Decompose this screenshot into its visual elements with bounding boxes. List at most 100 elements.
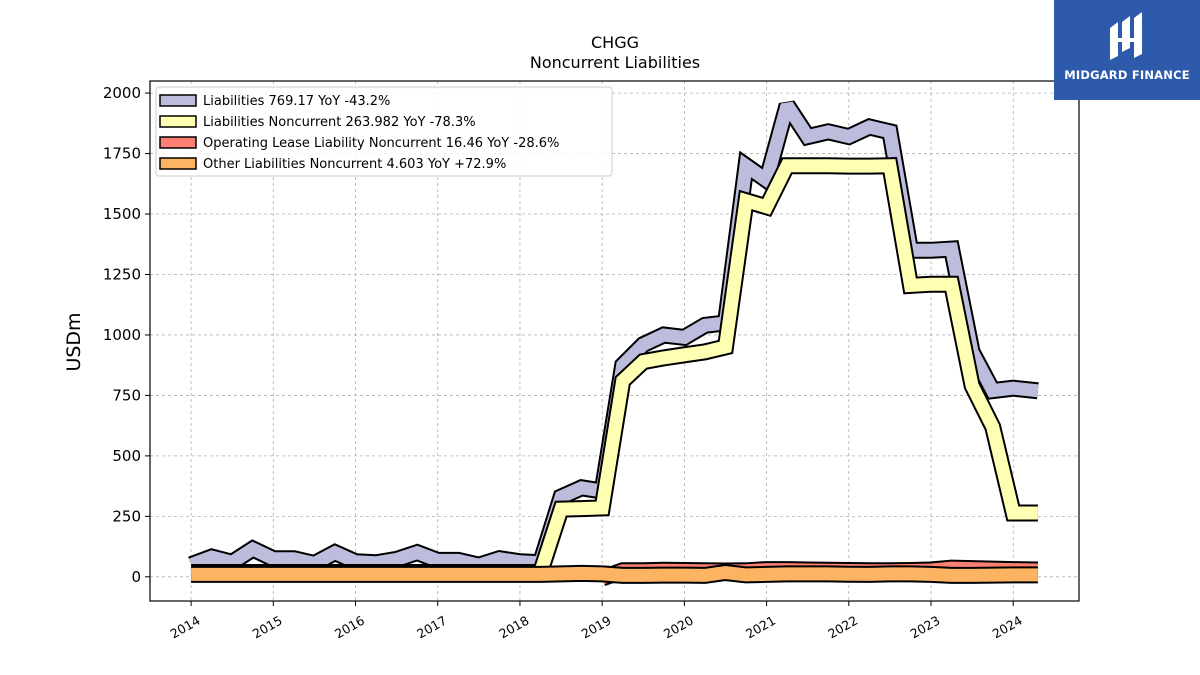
series-line-3 [191, 565, 1038, 582]
data-point [704, 325, 705, 326]
data-point [314, 574, 315, 575]
legend-swatch [159, 157, 197, 170]
legend-entry: Other Liabilities Noncurrent 4.603 YoY +… [203, 157, 506, 172]
data-point [499, 574, 500, 575]
chart-subtitle: Noncurrent Liabilities [530, 53, 700, 72]
y-tick-label: 1250 [103, 265, 141, 283]
series-layer [188, 100, 1039, 587]
data-point [293, 558, 294, 559]
data-point [232, 574, 233, 575]
plot-frame [149, 80, 1080, 602]
data-point [602, 573, 603, 574]
data-point [211, 574, 212, 575]
data-point [992, 426, 993, 427]
legend: Liabilities 769.17 YoY -43.2% Liabilities… [155, 86, 613, 177]
data-point [519, 574, 520, 575]
data-point [889, 131, 890, 132]
y-tick-label: 750 [112, 386, 141, 404]
data-point [622, 365, 623, 366]
data-point [992, 390, 993, 391]
data-point [1037, 390, 1038, 391]
y-tick-label: 500 [112, 447, 141, 465]
data-point [910, 573, 911, 574]
data-point [252, 549, 253, 550]
data-point [376, 562, 377, 563]
logo-mark-icon [1110, 12, 1142, 60]
data-point [746, 200, 747, 201]
data-point [581, 508, 582, 509]
data-point [334, 574, 335, 575]
data-point [848, 166, 849, 167]
y-tick-label: 1500 [103, 205, 141, 223]
data-point [807, 136, 808, 137]
data-point [561, 497, 562, 498]
logo-text: MIDGARD FINANCE [1064, 68, 1190, 82]
data-point [540, 574, 541, 575]
data-point [992, 575, 993, 576]
data-point [951, 575, 952, 576]
data-point [828, 573, 829, 574]
x-tick-label: 2019 [579, 613, 614, 642]
legend-entry: Liabilities Noncurrent 263.982 YoY -78.3… [203, 115, 476, 130]
legend-entry: Operating Lease Liability Noncurrent 16.… [203, 136, 559, 151]
legend-entry: Liabilities 769.17 YoY -43.2% [203, 94, 390, 109]
data-point [787, 165, 788, 166]
data-point [191, 574, 192, 575]
data-point [561, 573, 562, 574]
data-point [869, 574, 870, 575]
x-tick-label: 2022 [825, 613, 860, 642]
legend-swatch [159, 115, 197, 128]
data-point [746, 165, 747, 166]
data-point [684, 354, 685, 355]
data-point [766, 206, 767, 207]
data-point [437, 574, 438, 575]
data-point [684, 337, 685, 338]
data-point [848, 574, 849, 575]
data-point [684, 575, 685, 576]
x-tick-label: 2024 [990, 613, 1025, 642]
data-point [458, 560, 459, 561]
data-point [396, 574, 397, 575]
data-point [622, 575, 623, 576]
data-point [478, 574, 479, 575]
data-point [869, 166, 870, 167]
y-tick-label: 250 [112, 507, 141, 525]
data-point [314, 563, 315, 564]
x-tick-label: 2018 [496, 613, 531, 642]
data-point [1037, 512, 1038, 513]
x-tick-label: 2017 [414, 613, 449, 642]
data-point [704, 575, 705, 576]
data-point [1013, 574, 1014, 575]
data-point [355, 561, 356, 562]
data-point [869, 126, 870, 127]
data-point [972, 575, 973, 576]
data-point [663, 357, 664, 358]
y-tick-label: 1000 [103, 326, 141, 344]
x-tick-label: 2020 [661, 613, 696, 642]
data-point [1013, 388, 1014, 389]
data-point [951, 249, 952, 250]
data-point [704, 351, 705, 352]
y-axis: 0 250 500 750 1000 1250 1500 1750 2000 [103, 84, 150, 586]
data-point [889, 573, 890, 574]
data-point [807, 165, 808, 166]
data-point [643, 575, 644, 576]
data-point [931, 250, 932, 251]
data-point [499, 558, 500, 559]
data-point [951, 284, 952, 285]
data-point [355, 574, 356, 575]
data-point [581, 487, 582, 488]
data-point [643, 344, 644, 345]
data-point [334, 552, 335, 553]
data-point [746, 574, 747, 575]
data-point [602, 507, 603, 508]
data-point [622, 380, 623, 381]
data-point [1037, 574, 1038, 575]
midgard-finance-logo: MIDGARD FINANCE [1054, 0, 1200, 100]
data-point [1013, 512, 1014, 513]
legend-box [155, 86, 613, 177]
data-point [437, 560, 438, 561]
data-point [725, 572, 726, 573]
data-point [211, 556, 212, 557]
data-point [519, 561, 520, 562]
